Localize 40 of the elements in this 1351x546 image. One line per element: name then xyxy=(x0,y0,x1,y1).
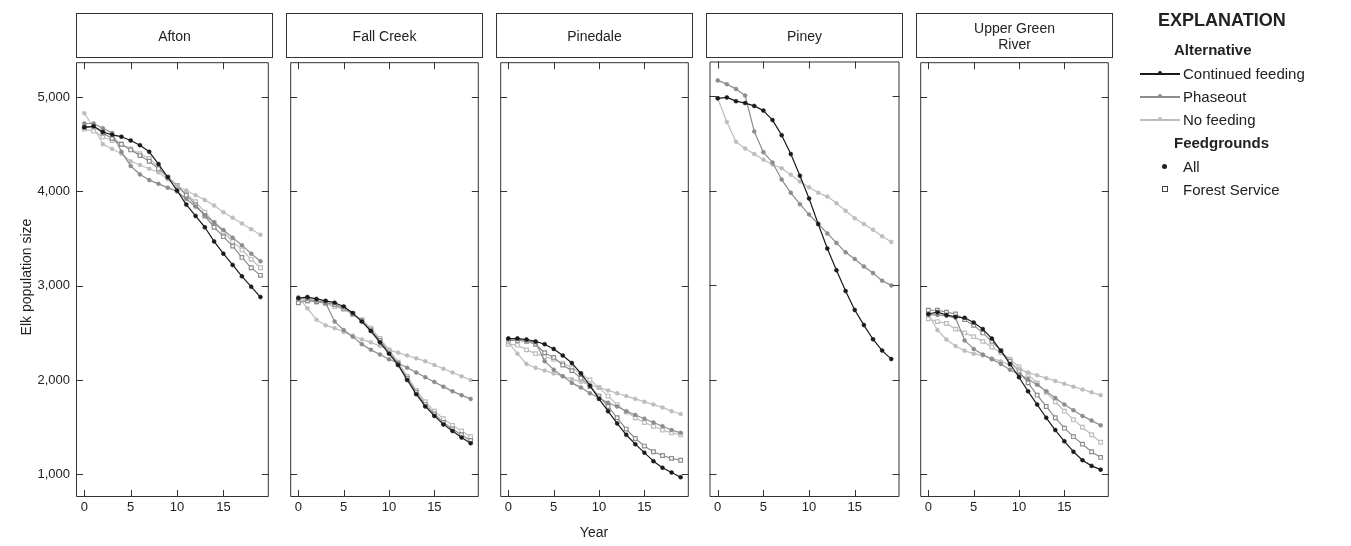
x-tick-label: 5 xyxy=(340,499,348,515)
x-tick-label: 10 xyxy=(591,499,607,515)
x-tick-label: 5 xyxy=(970,499,978,515)
legend-label: Continued feeding xyxy=(1183,65,1305,82)
text: Feedgrounds xyxy=(1174,133,1270,153)
y-tick-label: 5,000 xyxy=(37,88,70,104)
x-tick-label: 5 xyxy=(127,499,135,515)
x-tick-label: 15 xyxy=(637,499,652,515)
x-tick-label: 5 xyxy=(759,499,768,515)
x-tick-label: 15 xyxy=(1057,499,1072,515)
x-tick-label: 5 xyxy=(550,499,558,515)
legend-title: EXPLANATION xyxy=(1158,10,1287,32)
y-axis-title: Elk population size xyxy=(17,218,34,336)
legend-label: No feeding xyxy=(1183,111,1256,128)
x-tick-label: 15 xyxy=(847,499,862,515)
chart-title: Piney xyxy=(786,27,823,44)
y-tick-label: 2,000 xyxy=(37,371,70,387)
x-tick-label: 0 xyxy=(294,499,302,515)
x-tick-label: 10 xyxy=(1011,499,1027,515)
text: All xyxy=(1183,158,1200,175)
text: Forest Service xyxy=(1183,181,1280,198)
legend-label: Phaseout xyxy=(1183,88,1247,105)
x-axis-title: Year xyxy=(578,524,610,540)
y-tick-label: 3,000 xyxy=(37,277,70,293)
chart-title: Upper Green River xyxy=(973,19,1056,52)
x-tick-label: 10 xyxy=(801,499,817,515)
text: Alternative xyxy=(1174,40,1253,60)
x-tick-label: 10 xyxy=(381,499,397,515)
x-tick-label: 0 xyxy=(714,499,722,515)
x-tick-label: 0 xyxy=(924,499,932,515)
x-tick-label: 10 xyxy=(169,499,185,515)
y-tick-label: 1,000 xyxy=(37,465,70,481)
x-tick-label: 15 xyxy=(216,499,231,515)
chart-title: Fall Creek xyxy=(352,27,417,44)
x-tick-label: 0 xyxy=(504,499,512,515)
y-tick-label: 4,000 xyxy=(37,182,70,198)
x-tick-label: 15 xyxy=(427,499,442,515)
chart-title: Pinedale xyxy=(567,27,622,44)
chart-title: Afton xyxy=(158,27,191,44)
x-tick-label: 0 xyxy=(80,499,88,515)
